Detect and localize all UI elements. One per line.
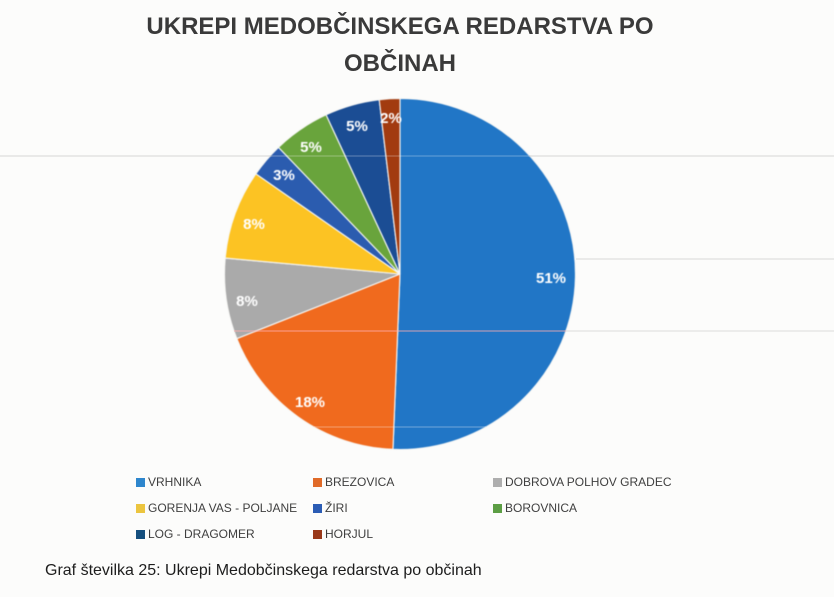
svg-text:5%: 5% bbox=[300, 139, 322, 156]
svg-text:2%: 2% bbox=[380, 110, 402, 127]
svg-text:18%: 18% bbox=[295, 394, 325, 411]
svg-text:8%: 8% bbox=[243, 216, 265, 233]
svg-text:5%: 5% bbox=[346, 118, 368, 135]
svg-text:3%: 3% bbox=[273, 167, 295, 184]
svg-text:8%: 8% bbox=[236, 293, 258, 310]
svg-text:51%: 51% bbox=[536, 270, 566, 287]
